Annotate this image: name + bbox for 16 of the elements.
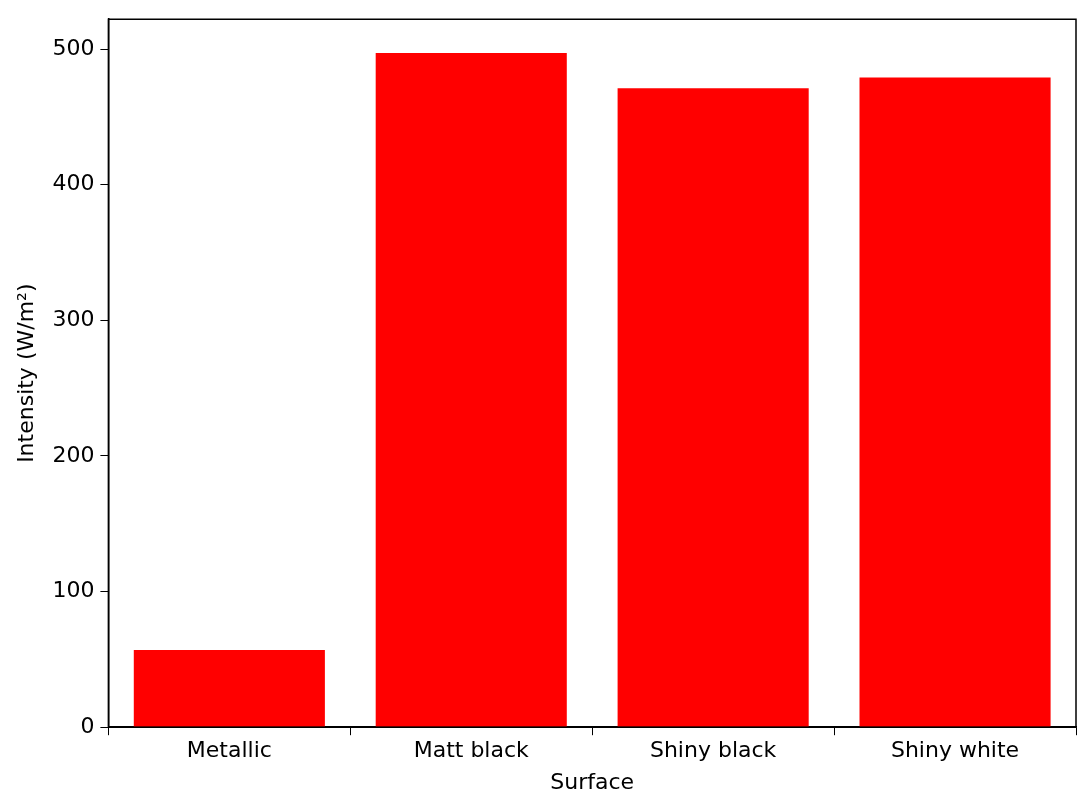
bar xyxy=(859,77,1051,727)
bar xyxy=(375,53,567,727)
x-axis-title: Surface xyxy=(550,768,635,794)
x-tick-label: Matt black xyxy=(413,737,530,763)
x-tick-label: Shiny black xyxy=(649,737,777,763)
y-tick-label: 200 xyxy=(52,441,95,467)
bar xyxy=(617,88,809,727)
y-tick-label: 100 xyxy=(52,577,95,603)
x-tick-label: Metallic xyxy=(186,737,272,763)
y-tick-label: 300 xyxy=(52,306,95,332)
x-tick-label: Shiny white xyxy=(890,737,1020,763)
y-axis-title: Intensity (W/m²) xyxy=(12,283,38,463)
y-tick-label: 500 xyxy=(52,34,95,60)
y-tick-label: 400 xyxy=(52,170,95,196)
y-tick-label: 0 xyxy=(80,712,95,738)
bar xyxy=(133,649,325,727)
